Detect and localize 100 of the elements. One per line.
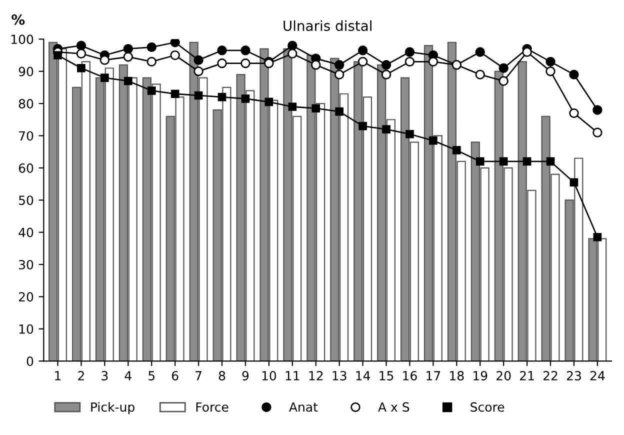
point — [569, 70, 579, 80]
point — [100, 55, 110, 65]
point — [522, 47, 532, 57]
point — [382, 125, 390, 134]
x-tick-label: 14 — [356, 371, 370, 380]
x-tick-label: 23 — [566, 370, 581, 380]
point — [217, 46, 227, 56]
x-tick-label: 19 — [474, 370, 488, 380]
point — [218, 92, 226, 102]
y-tick-label: 0 — [26, 356, 34, 366]
point — [170, 39, 180, 48]
x-tick-label: 21 — [520, 370, 534, 380]
y-tick-label: 10 — [19, 324, 34, 334]
x-tick-label: 16 — [403, 370, 417, 380]
point — [592, 128, 602, 138]
point — [498, 63, 508, 73]
x-tick-label: 8 — [218, 370, 226, 380]
point — [123, 44, 134, 54]
y-tick-label: 20 — [18, 292, 34, 302]
x-tick-label: 2 — [78, 370, 84, 380]
point — [381, 70, 392, 80]
x-tick-label: 9 — [242, 370, 249, 380]
x-tick-label: 13 — [332, 370, 346, 380]
point — [334, 60, 344, 70]
point — [288, 40, 298, 50]
point — [194, 66, 204, 76]
point — [335, 107, 344, 116]
point — [311, 60, 321, 70]
y-axis-title: % — [12, 14, 25, 25]
point — [546, 66, 556, 76]
point — [170, 50, 180, 60]
point — [358, 122, 367, 130]
point — [123, 52, 134, 62]
point — [194, 55, 204, 65]
point — [475, 70, 485, 80]
x-tick-label: 3 — [102, 370, 108, 380]
y-tick-label: 40 — [18, 228, 34, 238]
chart-title: Ulnaris distal — [284, 20, 372, 32]
x-tick-label: 7 — [196, 371, 202, 380]
point — [358, 46, 368, 56]
x-tick-label: 6 — [172, 370, 178, 380]
point — [217, 58, 227, 68]
y-tick-label: 60 — [18, 163, 34, 173]
point — [592, 105, 602, 115]
point — [334, 70, 344, 80]
point — [429, 136, 438, 145]
y-tick-label: 90 — [18, 66, 34, 76]
x-tick-label: 1 — [55, 371, 61, 380]
point — [428, 56, 438, 67]
x-tick-label: 12 — [309, 370, 323, 380]
point — [570, 178, 578, 187]
y-tick-label: 100 — [11, 34, 34, 44]
x-tick-label: 20 — [496, 370, 511, 380]
point — [76, 40, 86, 50]
point — [264, 98, 274, 106]
point — [498, 76, 508, 86]
point — [381, 60, 392, 70]
x-tick-label: 4 — [124, 371, 132, 380]
point — [194, 91, 203, 100]
point — [546, 157, 555, 166]
x-tick-label: 11 — [286, 371, 300, 380]
point — [241, 94, 250, 103]
legend-label: Score — [470, 402, 504, 412]
point — [240, 46, 250, 56]
point — [358, 56, 368, 67]
point — [147, 86, 156, 95]
y-tick-label: 50 — [19, 196, 34, 206]
point — [77, 64, 86, 72]
x-tick-label: 10 — [262, 370, 276, 380]
point — [54, 51, 62, 60]
legend-label: Force — [196, 402, 228, 412]
x-tick-label: 18 — [450, 370, 464, 380]
legend-label: A x S — [378, 402, 410, 412]
point — [593, 232, 602, 242]
point — [404, 47, 415, 57]
point — [452, 146, 461, 154]
point — [288, 102, 297, 111]
legend-label: Pick-up — [91, 402, 134, 414]
point — [124, 76, 132, 86]
x-tick-label: 24 — [590, 370, 605, 380]
point — [146, 42, 156, 52]
point — [288, 48, 298, 58]
point — [100, 74, 109, 82]
point — [146, 56, 156, 67]
point — [406, 130, 414, 138]
point — [546, 56, 556, 67]
legend-label: Anat — [289, 402, 318, 412]
x-tick-label: 5 — [148, 371, 154, 380]
x-tick-label: 15 — [380, 371, 394, 380]
point — [569, 108, 579, 118]
point — [312, 104, 320, 113]
point — [404, 56, 415, 67]
point — [499, 157, 508, 166]
x-tick-label: 17 — [426, 371, 440, 380]
y-tick-label: 70 — [19, 131, 34, 141]
point — [475, 47, 485, 57]
point — [476, 157, 484, 166]
point — [170, 90, 180, 98]
point — [240, 58, 250, 68]
x-tick-label: 22 — [543, 370, 558, 380]
